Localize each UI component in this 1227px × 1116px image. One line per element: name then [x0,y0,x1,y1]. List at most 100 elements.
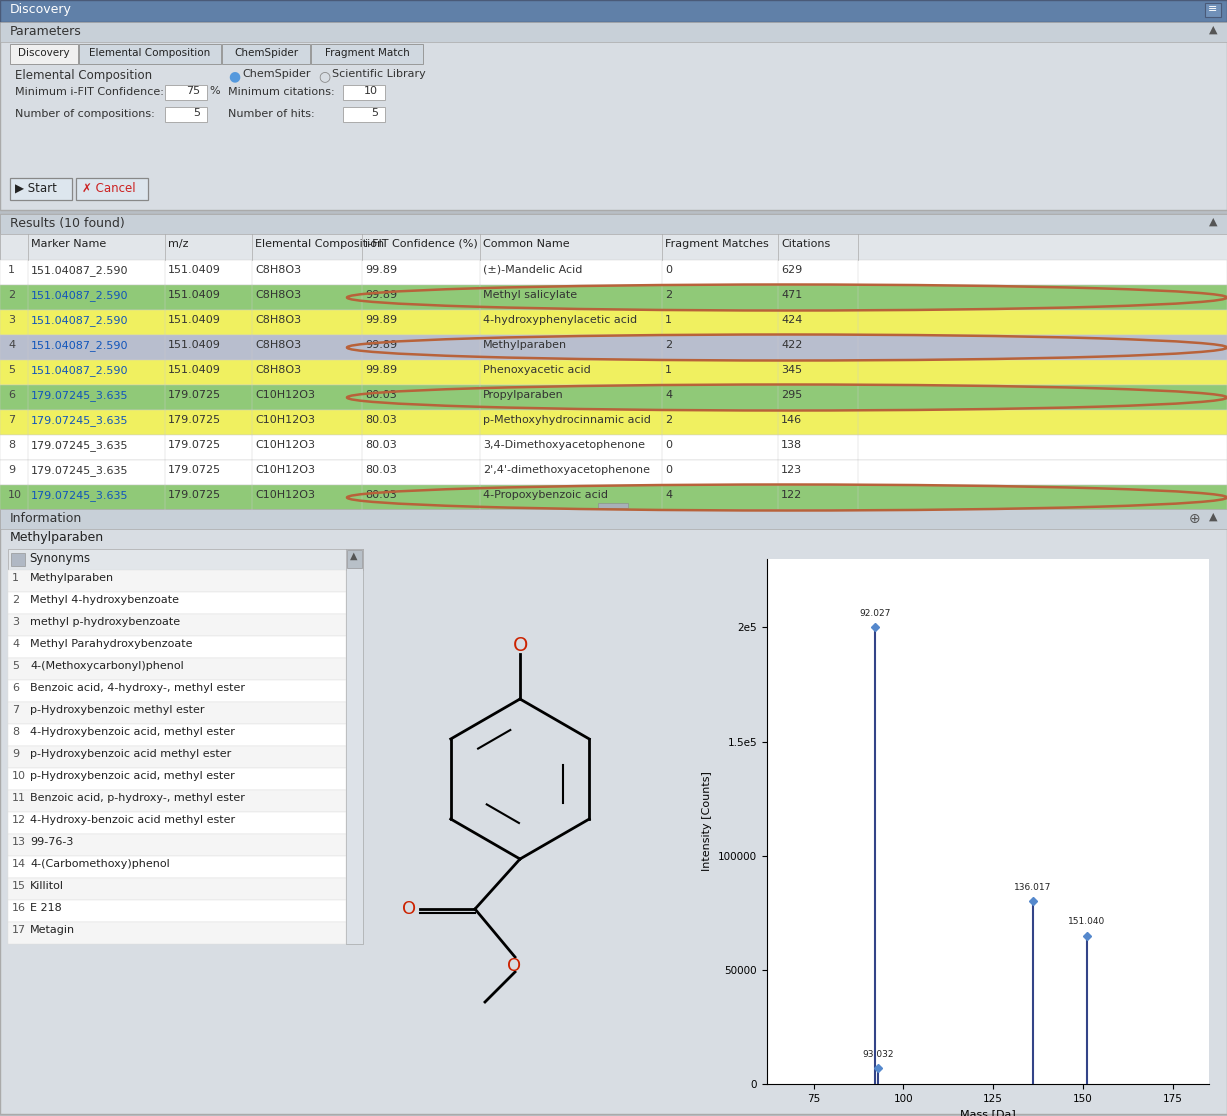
Text: ⊕: ⊕ [1189,512,1201,526]
Bar [9,745,346,768]
Text: Information: Information [10,512,82,525]
Text: 2: 2 [665,290,672,300]
Text: Minimum citations:: Minimum citations: [228,87,335,97]
Bar [9,922,346,944]
Text: 4: 4 [665,389,672,400]
Text: ●: ● [228,69,240,83]
Text: 122: 122 [782,490,802,500]
Text: 179.07245_3.635: 179.07245_3.635 [31,415,129,426]
Text: ≡: ≡ [1209,4,1217,15]
Text: 4-(Carbomethoxy)phenol: 4-(Carbomethoxy)phenol [29,859,169,869]
Bar [222,44,310,64]
Bar [598,503,628,508]
Text: 179.07245_3.635: 179.07245_3.635 [31,389,129,401]
Text: 179.0725: 179.0725 [168,490,221,500]
Text: Killitol: Killitol [29,881,64,891]
Text: 80.03: 80.03 [364,465,396,475]
Text: Discovery: Discovery [18,48,70,58]
Text: O: O [402,899,416,918]
Text: 3: 3 [12,617,18,627]
Text: 10: 10 [9,490,22,500]
Bar [0,485,1227,510]
Text: 75: 75 [185,86,200,96]
Text: 11: 11 [12,793,26,804]
Bar [344,107,385,122]
Text: 1: 1 [665,315,672,325]
Text: C10H12O3: C10H12O3 [255,389,315,400]
Text: 7: 7 [12,705,20,715]
Text: 2: 2 [12,595,20,605]
Text: C10H12O3: C10H12O3 [255,415,315,425]
Text: 99-76-3: 99-76-3 [29,837,74,847]
Bar [164,107,207,122]
Text: O: O [507,958,521,975]
Bar [9,636,346,658]
Text: 4: 4 [665,490,672,500]
Bar [10,177,72,200]
Text: 3: 3 [9,315,15,325]
Text: 4-Hydroxy-benzoic acid methyl ester: 4-Hydroxy-benzoic acid methyl ester [29,815,236,825]
Text: O: O [513,636,529,655]
Text: 7: 7 [9,415,15,425]
Text: 3,4-Dimethoxyacetophenone: 3,4-Dimethoxyacetophenone [483,440,645,450]
Text: m/z: m/z [168,239,189,249]
Text: 151.0409: 151.0409 [168,290,221,300]
Text: ▲: ▲ [1209,25,1217,35]
Text: 9: 9 [9,465,15,475]
Text: 471: 471 [782,290,802,300]
Text: 99.89: 99.89 [364,315,398,325]
Text: Elemental Composition: Elemental Composition [90,48,211,58]
Text: Methyl Parahydroxybenzoate: Methyl Parahydroxybenzoate [29,639,193,650]
Text: 424: 424 [782,315,802,325]
Bar [9,834,346,856]
Text: 295: 295 [782,389,802,400]
Text: 80.03: 80.03 [364,490,396,500]
Text: 179.0725: 179.0725 [168,465,221,475]
Text: 9: 9 [12,749,20,759]
Text: 17: 17 [12,925,26,935]
Text: ▲: ▲ [350,551,358,561]
Bar [79,44,221,64]
Text: 13: 13 [12,837,26,847]
Bar [0,285,1227,310]
Text: 179.07245_3.635: 179.07245_3.635 [31,490,129,501]
Bar [9,614,346,636]
Text: 5: 5 [193,108,200,118]
Text: 151.0409: 151.0409 [168,340,221,350]
Text: 146: 146 [782,415,802,425]
Text: 179.07245_3.635: 179.07245_3.635 [31,440,129,451]
Bar [0,385,1227,410]
Text: C10H12O3: C10H12O3 [255,440,315,450]
Text: 138: 138 [782,440,802,450]
Bar [0,435,1227,460]
Bar [9,702,346,724]
Text: i-FIT Confidence (%): i-FIT Confidence (%) [364,239,477,249]
Text: 4-hydroxyphenylacetic acid: 4-hydroxyphenylacetic acid [483,315,637,325]
Text: ▲: ▲ [1209,512,1217,522]
Text: 151.04087_2.590: 151.04087_2.590 [31,264,129,276]
Text: Benzoic acid, p-hydroxy-, methyl ester: Benzoic acid, p-hydroxy-, methyl ester [29,793,245,804]
Text: p-Hydroxybenzoic acid, methyl ester: p-Hydroxybenzoic acid, methyl ester [29,771,234,781]
Text: 179.0725: 179.0725 [168,389,221,400]
Text: 2: 2 [9,290,15,300]
Text: 10: 10 [364,86,378,96]
Text: 16: 16 [12,903,26,913]
Bar [0,0,1227,22]
Text: 345: 345 [782,365,802,375]
Text: Marker Name: Marker Name [31,239,107,249]
X-axis label: Mass [Da]: Mass [Da] [960,1109,1016,1116]
Text: C10H12O3: C10H12O3 [255,465,315,475]
Text: %: % [209,86,220,96]
Text: Discovery: Discovery [10,3,72,16]
Text: Elemental Composition: Elemental Composition [15,69,152,81]
Bar [0,410,1227,435]
Text: 12: 12 [12,815,26,825]
Text: 80.03: 80.03 [364,440,396,450]
Text: Propylparaben: Propylparaben [483,389,563,400]
Text: 1: 1 [9,264,15,275]
Bar [0,509,1227,1114]
Text: 2',4'-dimethoxyacetophenone: 2',4'-dimethoxyacetophenone [483,465,650,475]
Text: 629: 629 [782,264,802,275]
Bar [0,214,1227,500]
Text: 10: 10 [12,771,26,781]
